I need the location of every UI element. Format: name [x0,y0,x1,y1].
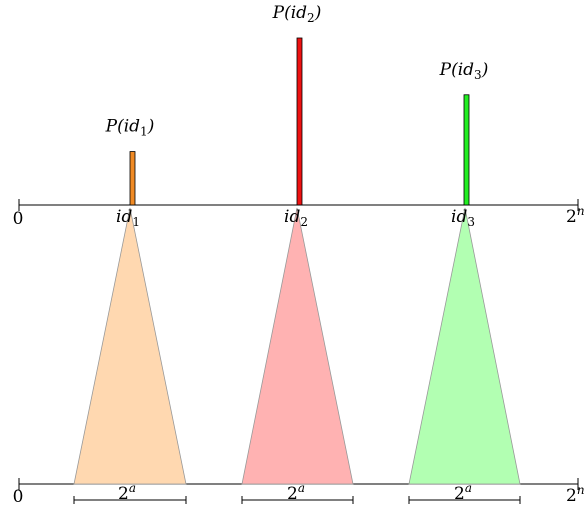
triangle-id2 [241,207,354,485]
triangle-id3 [408,207,521,485]
prob-label-id1: P(id1) [105,117,155,139]
width-bracket-id2: 2a [241,481,354,504]
id-label-id2: id2 [284,207,308,229]
width-bracket-id3: 2a [408,481,521,504]
id-label-id1: id1 [116,207,140,229]
item-id3: P(id3) id3 2a [408,60,521,504]
id-label-id3: id3 [451,207,475,229]
bar-id2 [296,37,303,206]
bar-id1 [129,151,136,206]
item-id2: P(id2) id2 2a [241,3,354,504]
bottom-axis-start-label: 0 [13,487,24,507]
bar-id3 [463,94,470,206]
prob-label-id3: P(id3) [439,60,489,82]
triangle-id1 [73,207,187,485]
top-axis-end-label: 2n [566,204,584,227]
width-label-id3: 2a [454,481,472,504]
prob-label-id2: P(id2) [272,3,322,25]
width-bracket-id1: 2a [73,481,187,504]
width-label-id2: 2a [287,481,305,504]
bottom-axis-end-label: 2n [566,483,584,506]
top-axis-start-label: 0 [13,209,24,229]
width-label-id1: 2a [118,481,136,504]
item-id1: P(id1) id1 2a [73,117,187,504]
